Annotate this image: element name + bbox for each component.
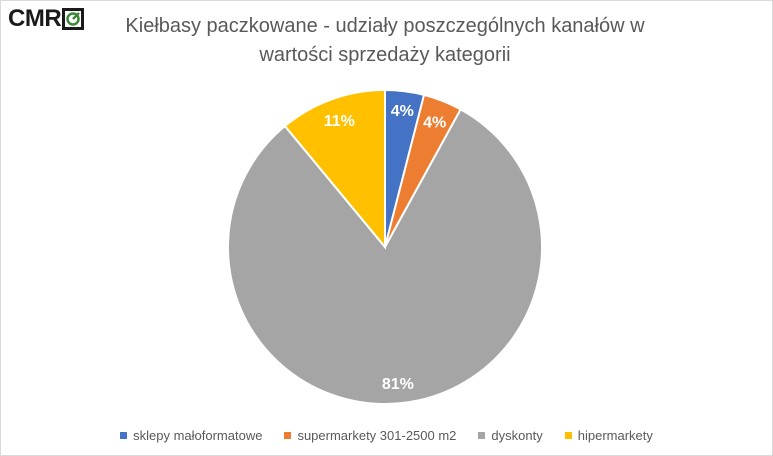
pie-slice-3 [227,108,543,405]
legend-item: sklepy małoformatowe [120,428,262,443]
chart-title-line-1: Kiełbasy paczkowane - udziały poszczegól… [125,15,645,37]
legend-swatch [564,432,572,439]
legend-item: dyskonty [478,428,543,443]
chart-title-line-2: wartości sprzedaży kategorii [259,44,511,66]
legend-swatch [120,432,128,439]
chart-title: Kiełbasy paczkowane - udziały poszczegól… [100,12,670,70]
pie-data-label-1: 4% [391,103,414,120]
pie-slice-4 [283,88,386,250]
cmr-logo: CMR [8,5,85,32]
logo-square-icon [62,8,85,30]
legend-label: hipermarkety [577,428,653,443]
pie-data-label-2: 4% [423,114,446,131]
legend-item: hipermarkety [564,428,653,443]
pie-data-label-4: 11% [324,113,355,130]
chart-legend: sklepy małoformatowe supermarkety 301-250… [0,428,773,443]
legend-swatch [284,432,292,439]
legend-label: dyskonty [491,428,543,443]
legend-item: supermarkety 301-2500 m2 [284,428,456,443]
legend-swatch [478,432,486,439]
logo-text: CMR [8,5,62,32]
legend-label: sklepy małoformatowe [133,428,263,443]
pie-data-label-3: 81% [382,376,414,393]
legend-label: supermarkety 301-2500 m2 [297,428,457,443]
